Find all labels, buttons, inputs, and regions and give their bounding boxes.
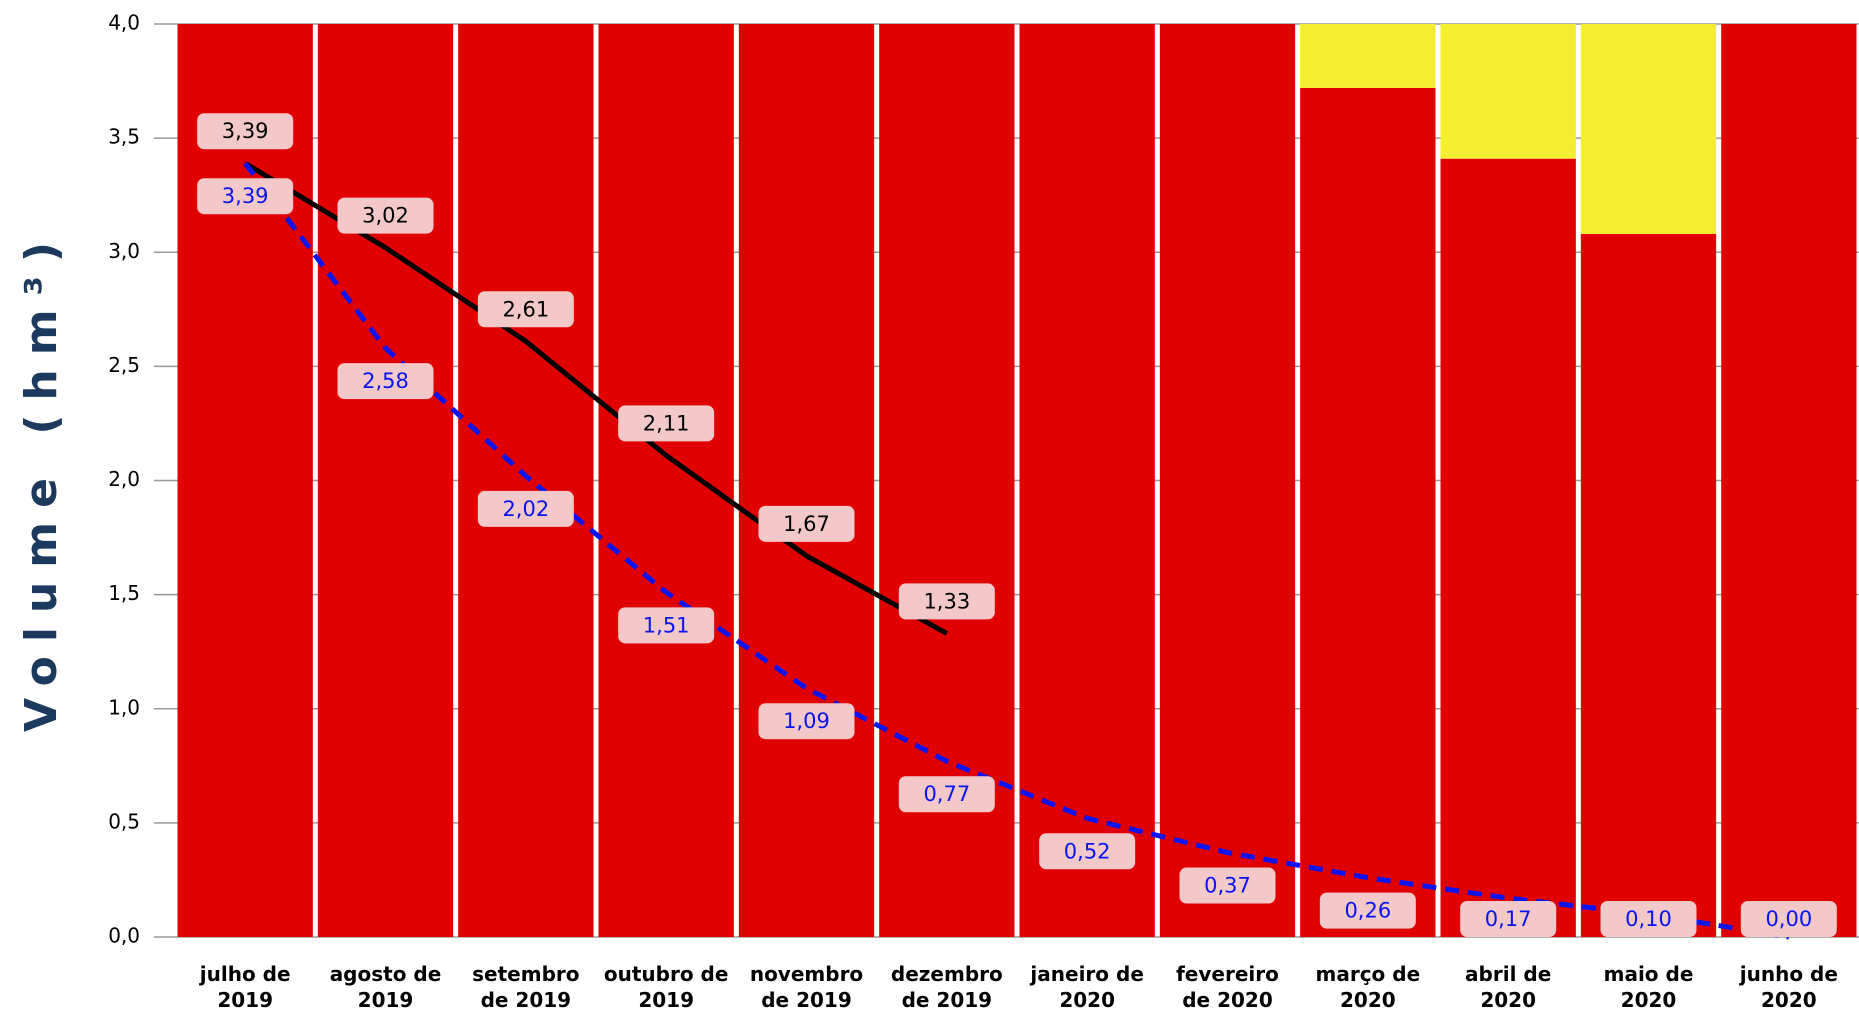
value-label-box: [1460, 901, 1557, 937]
bar-segment: [1159, 24, 1296, 937]
y-tick-label: 0,0: [108, 924, 140, 948]
bar-segment: [317, 24, 454, 937]
bar-segment: [1300, 24, 1436, 88]
bar-segment: [177, 24, 313, 937]
value-label-box: [337, 197, 434, 234]
bar-segment: [1580, 233, 1717, 938]
bar-segment: [1580, 24, 1717, 234]
x-tick-label-line: 2020: [1761, 988, 1817, 1012]
x-tick-label-line: outubro de: [604, 962, 729, 986]
x-tick-label-line: 2019: [638, 988, 694, 1012]
value-label-box: [477, 291, 574, 328]
bar-segment: [1440, 158, 1576, 938]
y-tick-label: 2,5: [108, 353, 140, 377]
value-label: 0,00: [1765, 907, 1812, 931]
bar-segment: [598, 24, 734, 937]
y-tick-label: 1,0: [108, 695, 140, 719]
value-label: 0,52: [1064, 839, 1111, 863]
value-label: 0,26: [1344, 899, 1391, 923]
x-tick-label: agosto de 2019: [330, 962, 442, 1012]
x-tick-label-line: abril de: [1465, 962, 1551, 986]
x-tick-label: outubro de 2019: [604, 962, 729, 1012]
x-tick-label: fevereiro de 2020: [1176, 962, 1279, 1012]
x-tick-label-line: junho de: [1739, 962, 1838, 986]
x-tick-label: junho de 2020: [1739, 962, 1838, 1012]
x-tick-label-line: 2020: [1340, 988, 1396, 1012]
bar-segment: [1440, 24, 1576, 159]
x-tick-label-line: março de: [1316, 962, 1421, 986]
value-label: 1,67: [783, 512, 830, 536]
value-label-box: [337, 363, 434, 400]
value-label-box: [758, 505, 855, 542]
x-tick-label-line: 2020: [1621, 988, 1677, 1012]
x-tick-label: dezembro de 2019: [891, 962, 1003, 1012]
x-tick-label-line: de 2019: [902, 988, 993, 1012]
x-tick-label-line: de 2020: [1182, 988, 1273, 1012]
value-label-box: [1600, 901, 1697, 937]
y-tick-label: 3,5: [108, 125, 140, 149]
value-label: 2,02: [502, 497, 549, 521]
value-label: 1,09: [783, 709, 830, 733]
x-tick-label-line: novembro: [750, 962, 863, 986]
value-label-box: [1319, 892, 1416, 929]
value-label: 2,58: [362, 369, 409, 393]
x-tick-label: novembro de 2019: [750, 962, 863, 1012]
value-label: 2,11: [643, 411, 690, 435]
value-label: 0,37: [1204, 874, 1251, 898]
bar-segment: [458, 24, 594, 937]
value-label: 0,77: [923, 782, 970, 806]
y-tick-label: 4,0: [108, 11, 140, 35]
x-tick-label: março de 2020: [1316, 962, 1421, 1012]
x-tick-label: maio de 2020: [1604, 962, 1694, 1012]
bar-segment: [738, 24, 875, 937]
y-axis-label: Volume (hm³): [16, 228, 67, 732]
y-tick-label: 0,5: [108, 809, 140, 833]
value-label-box: [1740, 901, 1837, 937]
value-label-box: [197, 113, 294, 150]
y-tick-label: 3,0: [108, 239, 140, 263]
bar-segment: [1019, 24, 1155, 937]
x-tick-label: setembro de 2019: [472, 962, 579, 1012]
x-tick-label-line: 2019: [217, 988, 273, 1012]
x-tick-label-line: de 2019: [761, 988, 852, 1012]
x-tick-label-line: fevereiro: [1176, 962, 1279, 986]
value-label: 1,33: [923, 589, 970, 613]
x-tick-label-line: 2019: [358, 988, 414, 1012]
x-tick-label-line: setembro: [472, 962, 579, 986]
x-tick-label: abril de 2020: [1465, 962, 1551, 1012]
y-tick-label: 2,0: [108, 467, 140, 491]
value-label-box: [618, 405, 715, 442]
value-label: 2,61: [502, 297, 549, 321]
bar-segment: [1721, 24, 1857, 937]
x-tick-label-line: 2020: [1480, 988, 1536, 1012]
x-tick-label-line: dezembro: [891, 962, 1003, 986]
x-tick-label: julho de 2019: [199, 962, 291, 1012]
value-label: 0,10: [1625, 907, 1672, 931]
value-label-box: [1179, 867, 1276, 904]
value-label: 1,51: [643, 613, 690, 637]
bar-segment: [1300, 87, 1436, 937]
x-tick-label-line: agosto de: [330, 962, 442, 986]
x-tick-label-line: de 2019: [481, 988, 572, 1012]
x-tick-label-line: julho de: [199, 962, 291, 986]
value-label: 3,39: [222, 119, 269, 143]
x-tick-label-line: janeiro de: [1029, 962, 1143, 986]
value-label-box: [197, 178, 294, 215]
x-tick-label: janeiro de 2020: [1029, 962, 1143, 1012]
value-label: 3,02: [362, 204, 409, 228]
value-label-box: [477, 490, 574, 527]
value-label-box: [758, 703, 855, 740]
value-label-box: [898, 776, 995, 813]
x-tick-label-line: maio de: [1604, 962, 1694, 986]
value-label: 3,39: [222, 184, 269, 208]
value-label: 0,17: [1485, 907, 1532, 931]
value-label-box: [898, 583, 995, 620]
y-tick-label: 1,5: [108, 581, 140, 605]
value-label-box: [618, 607, 715, 644]
x-tick-label-line: 2020: [1059, 988, 1115, 1012]
value-label-box: [1039, 833, 1136, 870]
